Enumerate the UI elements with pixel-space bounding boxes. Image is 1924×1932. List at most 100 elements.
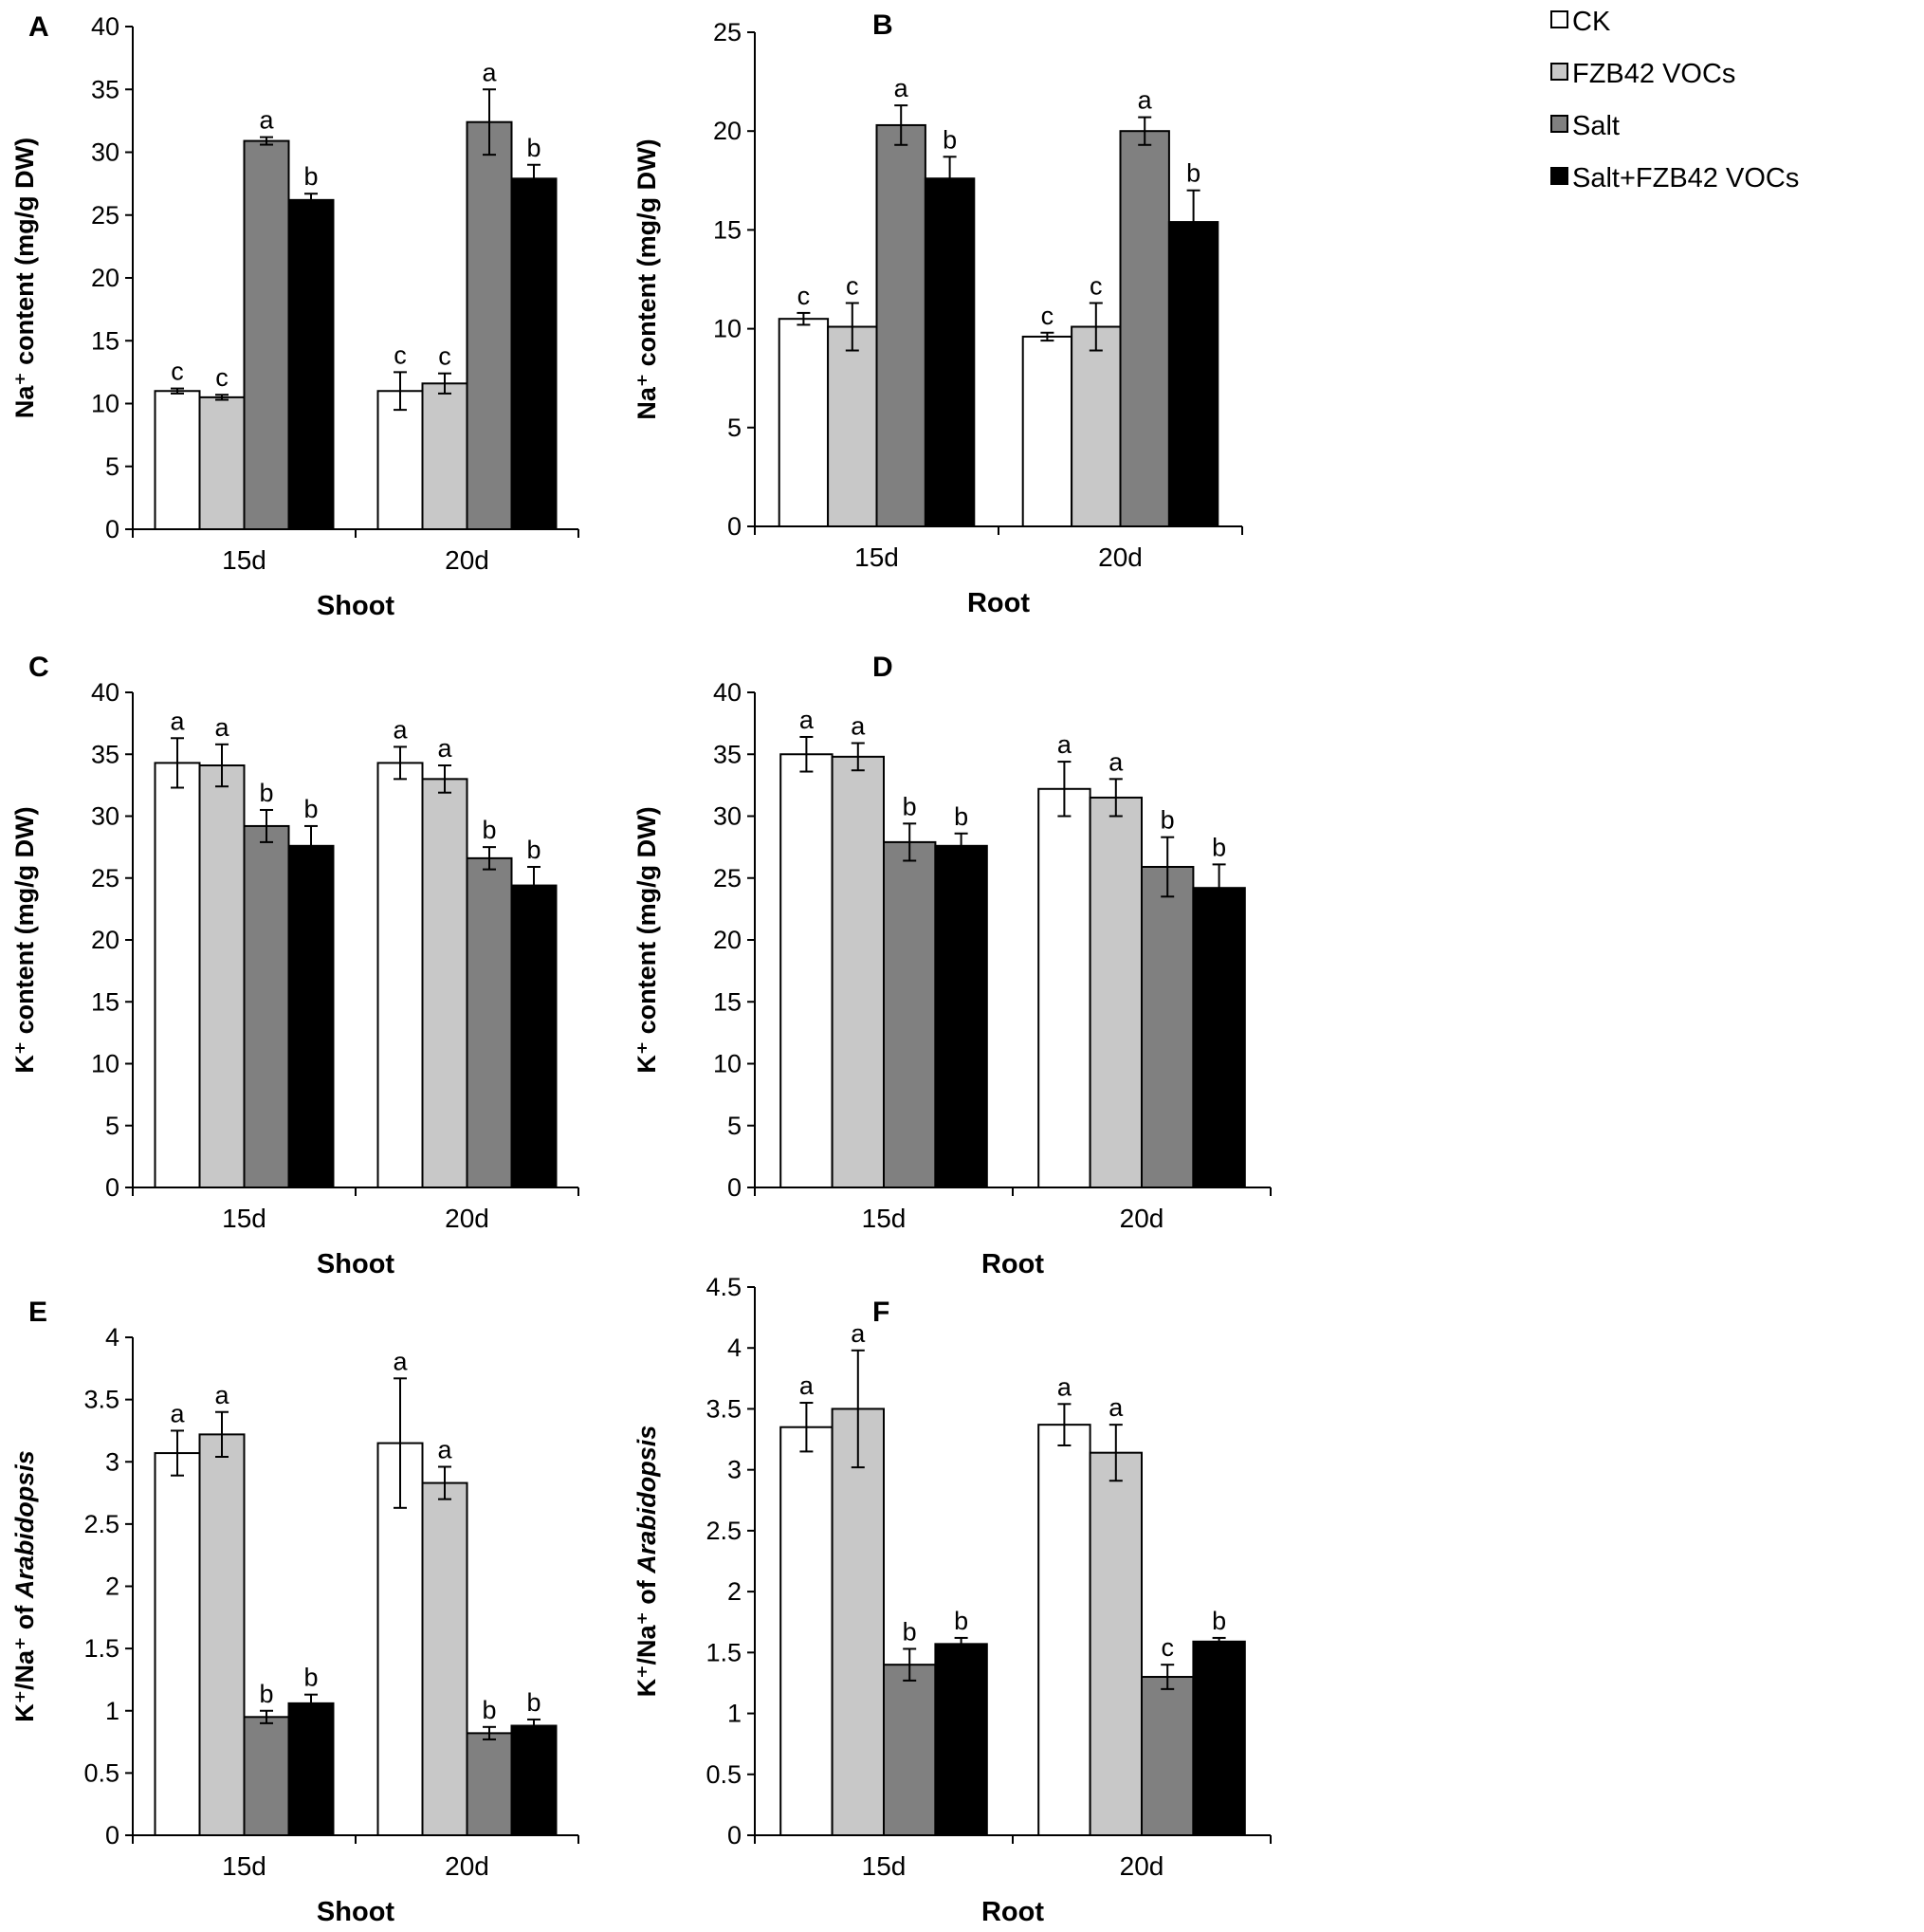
significance-letter: b bbox=[903, 792, 917, 820]
significance-letter: b bbox=[303, 795, 318, 823]
x-category-label: 15d bbox=[222, 1204, 266, 1233]
bar-e-15d-0 bbox=[154, 1452, 201, 1836]
bar-c-15d-0 bbox=[154, 762, 201, 1188]
significance-letter: b bbox=[482, 816, 496, 844]
y-tick-label: 35 bbox=[713, 740, 742, 768]
chart-panel-b: B 0 5 10 15 20 25 15d c c a b 20d c c a b Root Na⁺ content… bbox=[632, 9, 1243, 618]
significance-letter: a bbox=[1057, 1372, 1072, 1401]
legend-swatch-fzb42-vocs bbox=[1550, 63, 1568, 81]
bar-a-15d-0 bbox=[154, 390, 201, 530]
legend-item-fzb42-vocs: FZB42 VOCs bbox=[1550, 59, 1735, 89]
legend-item-ck: CK bbox=[1550, 7, 1611, 37]
significance-letter: c bbox=[1041, 302, 1054, 330]
y-tick-label: 0 bbox=[727, 1173, 742, 1202]
x-axis-title: Shoot bbox=[317, 1897, 394, 1927]
significance-letter: a bbox=[1109, 1393, 1124, 1422]
bar-b-15d-2 bbox=[875, 123, 926, 527]
bar-d-15d-3 bbox=[934, 844, 988, 1188]
significance-letter: a bbox=[170, 707, 185, 735]
y-tick-label: 2 bbox=[727, 1577, 742, 1606]
significance-letter: a bbox=[437, 734, 452, 763]
panel-letter-c: C bbox=[28, 652, 49, 683]
y-axis-title: Na⁺ content (mg/g DW) bbox=[632, 138, 661, 419]
bar-a-15d-2 bbox=[243, 139, 290, 530]
legend-swatch-salt-fzb42-vocs bbox=[1550, 167, 1568, 185]
y-tick-label: 2.5 bbox=[705, 1517, 742, 1545]
significance-letter: b bbox=[1161, 806, 1175, 835]
significance-letter: a bbox=[437, 1436, 452, 1464]
bar-a-20d-2 bbox=[466, 120, 513, 530]
bar-f-15d-3 bbox=[934, 1643, 988, 1836]
y-tick-label: 0 bbox=[105, 1173, 119, 1202]
y-axis-title-species: Arabidopsis bbox=[632, 1426, 661, 1574]
y-tick-label: 0.5 bbox=[705, 1760, 742, 1789]
y-tick-label: 40 bbox=[713, 678, 742, 707]
bar-d-20d-1 bbox=[1089, 796, 1143, 1188]
significance-letter: a bbox=[1057, 730, 1072, 759]
y-tick-label: 10 bbox=[713, 315, 742, 343]
y-tick-label: 40 bbox=[91, 12, 119, 41]
x-axis-title: Shoot bbox=[317, 591, 394, 621]
panel-letter-a: A bbox=[28, 11, 49, 43]
legend-label-fzb42-vocs: FZB42 VOCs bbox=[1572, 59, 1735, 89]
bar-a-15d-3 bbox=[287, 198, 335, 530]
significance-letter: c bbox=[438, 342, 451, 371]
y-tick-label: 20 bbox=[713, 117, 742, 145]
bar-d-20d-3 bbox=[1192, 887, 1246, 1188]
y-tick-label: 35 bbox=[91, 75, 119, 103]
significance-letter: b bbox=[1212, 1607, 1226, 1635]
bar-f-20d-0 bbox=[1037, 1424, 1091, 1836]
y-tick-label: 30 bbox=[91, 138, 119, 167]
y-tick-label: 4 bbox=[105, 1323, 119, 1352]
y-tick-label: 0 bbox=[105, 1821, 119, 1849]
bar-d-15d-2 bbox=[883, 840, 937, 1189]
y-axis-title: K⁺/Na⁺ of Arabidopsis bbox=[632, 1426, 661, 1698]
significance-letter: a bbox=[1109, 747, 1124, 776]
bar-a-20d-0 bbox=[376, 390, 424, 530]
bar-f-20d-3 bbox=[1192, 1640, 1246, 1836]
y-tick-label: 10 bbox=[91, 390, 119, 418]
significance-letter: b bbox=[259, 779, 273, 807]
legend-item-salt: Salt bbox=[1550, 111, 1620, 141]
significance-letter: a bbox=[894, 74, 909, 102]
significance-letter: c bbox=[846, 272, 859, 301]
panel-letter-f: F bbox=[872, 1297, 889, 1328]
significance-letter: a bbox=[851, 1319, 866, 1348]
bar-b-20d-3 bbox=[1167, 221, 1219, 527]
significance-letter: a bbox=[170, 1399, 185, 1427]
x-axis-title: Root bbox=[981, 1249, 1044, 1279]
significance-letter: a bbox=[799, 706, 815, 734]
bar-c-20d-1 bbox=[421, 778, 468, 1188]
y-tick-label: 15 bbox=[91, 326, 119, 355]
y-tick-label: 5 bbox=[727, 1112, 742, 1140]
y-axis-title: K⁺/Na⁺ of Arabidopsis bbox=[10, 1450, 39, 1722]
y-tick-label: 25 bbox=[91, 864, 119, 892]
y-tick-label: 3 bbox=[727, 1456, 742, 1484]
bar-c-20d-3 bbox=[510, 884, 558, 1189]
significance-letter: c bbox=[797, 282, 811, 310]
bar-b-15d-1 bbox=[827, 325, 878, 527]
y-tick-label: 40 bbox=[91, 678, 119, 707]
significance-letter: b bbox=[954, 802, 968, 831]
significance-letter: c bbox=[171, 358, 184, 386]
significance-letter: b bbox=[943, 125, 957, 154]
panel-letter-e: E bbox=[28, 1297, 47, 1328]
legend-label-salt: Salt bbox=[1572, 111, 1620, 141]
x-category-label: 15d bbox=[862, 1204, 907, 1233]
significance-letter: a bbox=[851, 712, 866, 741]
x-category-label: 15d bbox=[222, 1851, 266, 1881]
y-tick-label: 1 bbox=[727, 1700, 742, 1728]
bar-c-15d-1 bbox=[198, 764, 246, 1188]
y-axis-title: K⁺ content (mg/g DW) bbox=[632, 806, 661, 1073]
bar-d-15d-1 bbox=[831, 755, 885, 1188]
bar-c-15d-2 bbox=[243, 824, 290, 1188]
y-tick-label: 25 bbox=[713, 864, 742, 892]
bar-e-20d-1 bbox=[421, 1481, 468, 1836]
x-category-label: 20d bbox=[1120, 1204, 1164, 1233]
y-tick-label: 0.5 bbox=[83, 1758, 119, 1787]
bar-f-20d-2 bbox=[1141, 1676, 1195, 1836]
significance-letter: c bbox=[1161, 1633, 1174, 1662]
bar-e-20d-3 bbox=[510, 1724, 558, 1836]
significance-letter: c bbox=[1090, 272, 1103, 301]
